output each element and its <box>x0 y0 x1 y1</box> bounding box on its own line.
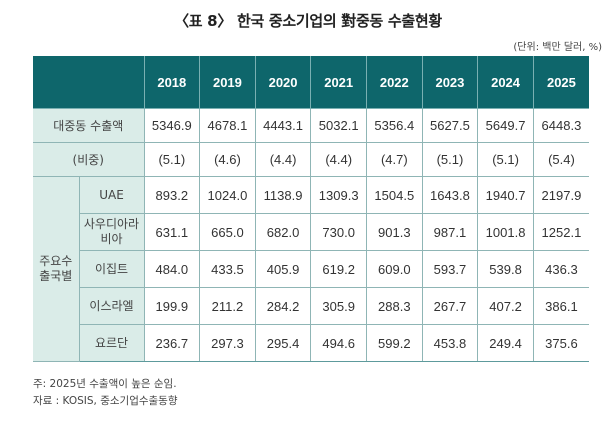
table-cell: 484.0 <box>143 250 201 288</box>
table-cell: 199.9 <box>143 287 201 325</box>
table-cell: 682.0 <box>254 213 312 251</box>
table-cell: 433.5 <box>199 250 256 288</box>
table-cell: 4678.1 <box>199 108 256 143</box>
table-cell: 407.2 <box>477 287 534 325</box>
table-cell: (5.1) <box>143 142 201 177</box>
header-row: 2018 2019 2020 2021 2022 2023 2024 2025 <box>33 56 589 109</box>
year-header: 2022 <box>366 56 423 109</box>
table-cell: 405.9 <box>254 250 312 288</box>
table-cell: 5649.7 <box>477 108 534 143</box>
table-cell: 1138.9 <box>254 176 312 214</box>
country-row: 사우디아라 비아 631.1 665.0 682.0 730.0 901.3 9… <box>33 213 589 251</box>
group-label-line: 주요수 <box>39 254 73 268</box>
table-cell: 5356.4 <box>366 108 423 143</box>
table-cell: (4.7) <box>366 142 423 177</box>
year-header: 2018 <box>143 56 201 109</box>
table-notes: 주: 2025년 수출액이 높은 순임. 자료 : KOSIS, 중소기업수출동… <box>33 376 178 410</box>
table-cell: 539.8 <box>477 250 534 288</box>
table-cell: 5032.1 <box>310 108 367 143</box>
table-cell: 284.2 <box>254 287 312 325</box>
year-header: 2021 <box>310 56 367 109</box>
table-cell: 267.7 <box>421 287 479 325</box>
table-cell: 730.0 <box>310 213 367 251</box>
total-row: 대중동 수출액 5346.9 4678.1 4443.1 5032.1 5356… <box>33 108 589 143</box>
table-cell: 375.6 <box>532 324 589 362</box>
table-cell: 386.1 <box>532 287 589 325</box>
table-cell: 1940.7 <box>477 176 534 214</box>
table-cell: (5.1) <box>421 142 479 177</box>
table-cell: 494.6 <box>310 324 367 362</box>
table-cell: 305.9 <box>310 287 367 325</box>
country-label-line: 비아 <box>100 232 123 246</box>
country-label-line: 사우디아라 <box>83 217 140 231</box>
table-cell: 236.7 <box>143 324 201 362</box>
group-label-line: 출국별 <box>39 269 73 283</box>
table-cell: 6448.3 <box>532 108 589 143</box>
table-cell: 1504.5 <box>366 176 423 214</box>
group-label: 주요수 출국별 <box>33 176 80 362</box>
year-header: 2024 <box>477 56 534 109</box>
table-cell: 5346.9 <box>143 108 201 143</box>
table-cell: 295.4 <box>254 324 312 362</box>
country-row: 이스라엘 199.9 211.2 284.2 305.9 288.3 267.7… <box>33 287 589 325</box>
row-label: 대중동 수출액 <box>33 108 145 143</box>
table-cell: 288.3 <box>366 287 423 325</box>
table-cell: 2197.9 <box>532 176 589 214</box>
table-cell: 619.2 <box>310 250 367 288</box>
table-cell: (4.4) <box>254 142 312 177</box>
country-row: 요르단 236.7 297.3 295.4 494.6 599.2 453.8 … <box>33 324 589 362</box>
table-cell: 453.8 <box>421 324 479 362</box>
country-row: 이집트 484.0 433.5 405.9 619.2 609.0 593.7 … <box>33 250 589 288</box>
table-cell: 1643.8 <box>421 176 479 214</box>
table-cell: 901.3 <box>366 213 423 251</box>
table-cell: 1252.1 <box>532 213 589 251</box>
country-label: 사우디아라 비아 <box>79 213 145 251</box>
table-cell: 609.0 <box>366 250 423 288</box>
year-header: 2025 <box>532 56 589 109</box>
year-header: 2023 <box>421 56 479 109</box>
table-cell: 1309.3 <box>310 176 367 214</box>
year-header: 2019 <box>199 56 256 109</box>
table-cell: 593.7 <box>421 250 479 288</box>
table-cell: 1024.0 <box>199 176 256 214</box>
table-cell: 211.2 <box>199 287 256 325</box>
header-corner <box>33 56 145 109</box>
row-label: (비중) <box>33 142 145 177</box>
export-table: 2018 2019 2020 2021 2022 2023 2024 2025 … <box>33 56 589 362</box>
unit-label: (단위: 백만 달러, %) <box>513 42 602 53</box>
table-cell: 631.1 <box>143 213 201 251</box>
table-cell: 249.4 <box>477 324 534 362</box>
share-row: (비중) (5.1) (4.6) (4.4) (4.4) (4.7) (5.1)… <box>33 142 589 177</box>
table-cell: (4.6) <box>199 142 256 177</box>
year-header: 2020 <box>254 56 312 109</box>
country-label: 요르단 <box>79 324 145 362</box>
country-label: UAE <box>78 176 145 214</box>
table-cell: 665.0 <box>199 213 256 251</box>
table-cell: 1001.8 <box>477 213 534 251</box>
table-cell: (5.1) <box>477 142 534 177</box>
table-cell: 297.3 <box>199 324 256 362</box>
table-cell: 599.2 <box>366 324 423 362</box>
table-cell: 893.2 <box>143 176 201 214</box>
table-cell: (5.4) <box>532 142 589 177</box>
country-label: 이스라엘 <box>79 287 145 325</box>
table-cell: (4.4) <box>310 142 367 177</box>
country-label: 이집트 <box>79 250 145 288</box>
source-note: 자료 : KOSIS, 중소기업수출동향 <box>33 395 178 407</box>
table-cell: 987.1 <box>421 213 479 251</box>
table-cell: 5627.5 <box>421 108 479 143</box>
table-title: 〈표 8〉 한국 중소기업의 對중동 수출현황 <box>174 12 442 30</box>
table-cell: 436.3 <box>532 250 589 288</box>
table-cell: 4443.1 <box>254 108 312 143</box>
country-row: 주요수 출국별 UAE 893.2 1024.0 1138.9 1309.3 1… <box>33 176 589 362</box>
footnote: 주: 2025년 수출액이 높은 순임. <box>33 378 177 390</box>
